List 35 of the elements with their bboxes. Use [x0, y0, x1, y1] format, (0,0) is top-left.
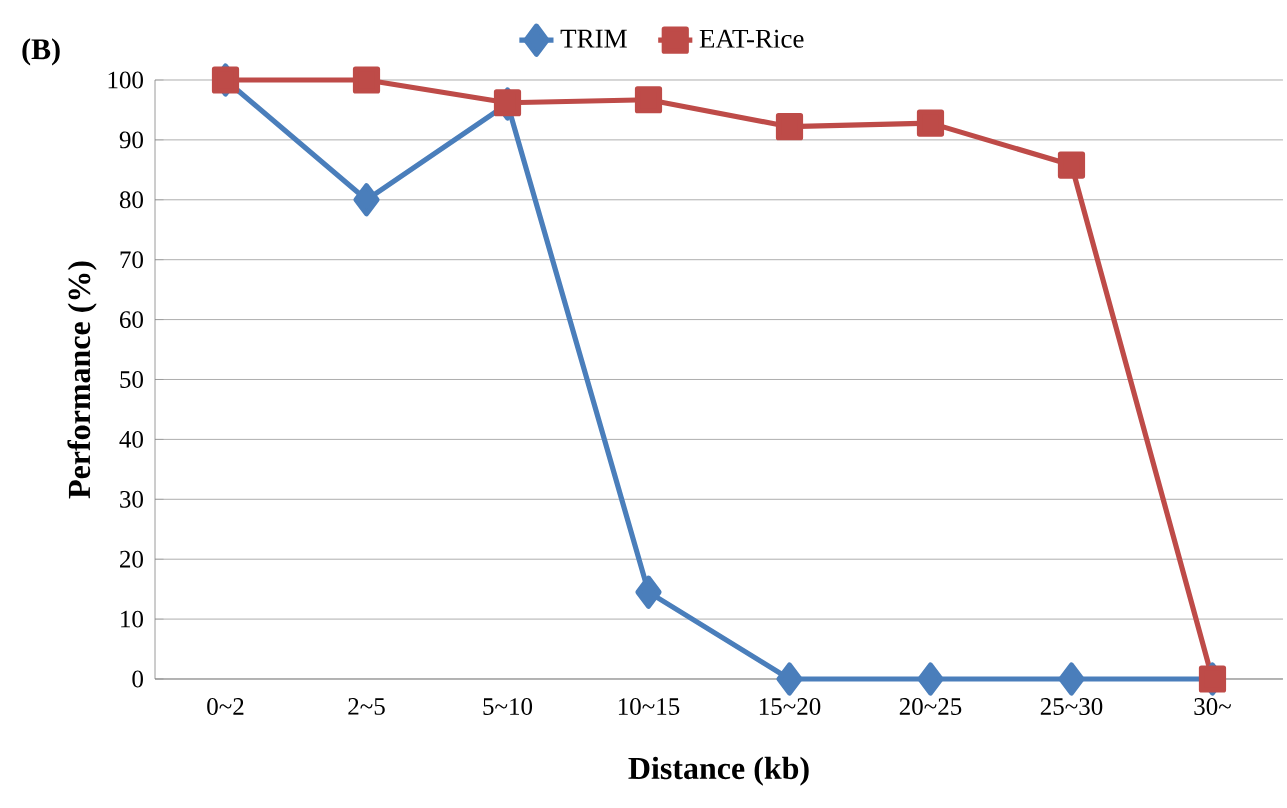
text: (B)	[22, 38, 60, 66]
point	[493, 89, 522, 117]
point	[776, 662, 803, 696]
x-tick-label: 15~20	[759, 698, 821, 715]
y-tick-label: 0	[132, 670, 143, 688]
x-tick-label: 10~15	[618, 698, 680, 715]
point	[353, 183, 380, 217]
point	[634, 86, 663, 114]
y-tick-label: 30	[120, 490, 143, 508]
y-tick-label: 50	[120, 371, 143, 388]
point	[916, 109, 945, 137]
y-tick-label: 20	[120, 550, 143, 568]
legend-label: TRIM	[560, 29, 627, 48]
y-tick-label: 60	[120, 311, 143, 329]
y-tick-label: 90	[119, 131, 143, 149]
y-tick-label: 100	[108, 71, 143, 89]
y-tick-label: 40	[119, 430, 143, 448]
x-tick-label: 25~30	[1040, 698, 1103, 715]
y-tick-label: 10	[121, 610, 143, 628]
point	[352, 66, 381, 94]
x-tick-label: 0~2	[207, 698, 244, 715]
point	[775, 113, 804, 141]
y-tick-label: 80	[119, 191, 143, 209]
x-tick-label: 30~	[1194, 698, 1232, 715]
x-tick-label: 2~5	[348, 698, 385, 715]
point	[1058, 662, 1085, 696]
y-tick-label: 70	[120, 251, 143, 269]
legend-label: EAT-Rice	[699, 29, 804, 48]
point	[1057, 151, 1086, 179]
point	[917, 662, 944, 696]
x-axis-title: Distance (kb)	[628, 756, 809, 786]
x-tick-label: 20~25	[899, 698, 962, 715]
point	[635, 575, 662, 609]
y-axis-title: Performance (%)	[67, 261, 97, 499]
x-tick-label: 5~10	[483, 698, 533, 715]
